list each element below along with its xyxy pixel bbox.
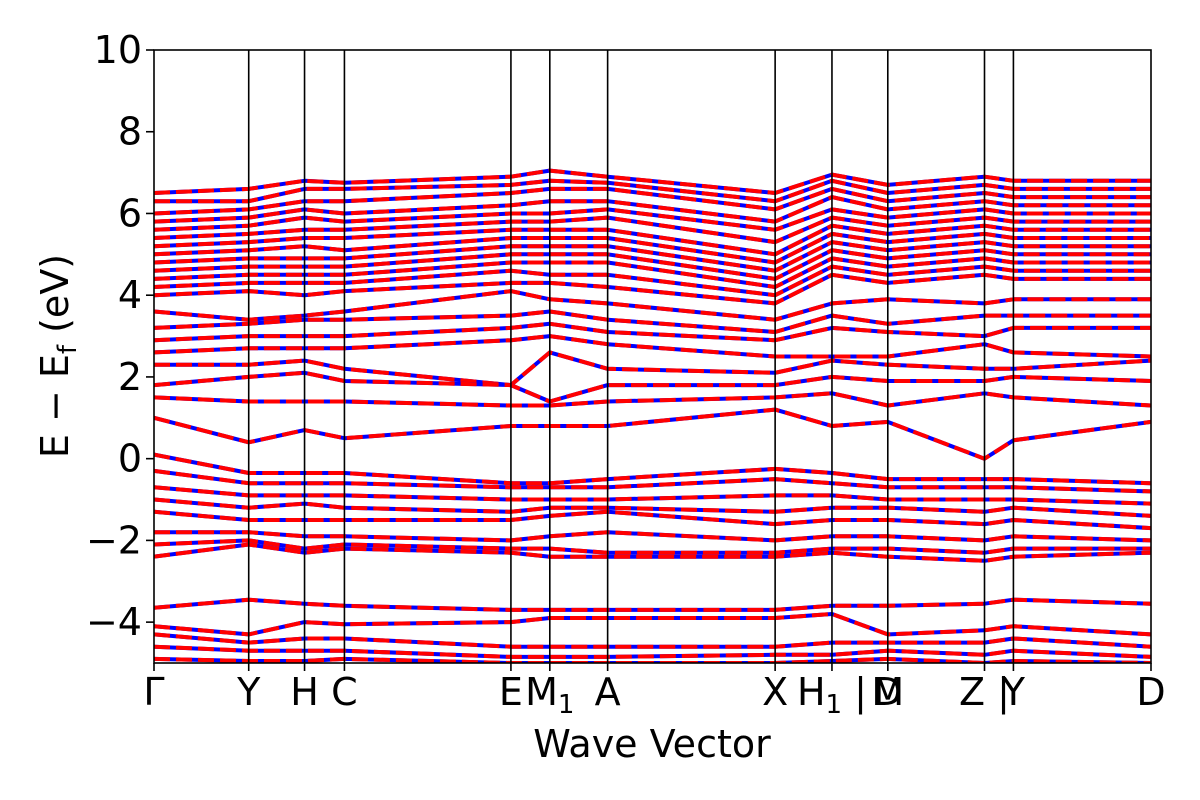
y-tick-label-2: 6 bbox=[118, 191, 142, 235]
y-axis-label-main: E − E bbox=[33, 354, 77, 458]
x-tick-label-7: X bbox=[762, 670, 788, 714]
y-tick-label-4: 2 bbox=[118, 355, 142, 399]
kpoint-divider-lines bbox=[247, 50, 1015, 663]
plot-frame bbox=[153, 49, 1152, 664]
x-tick-label-3: C bbox=[331, 670, 358, 714]
y-tick-label-7: −4 bbox=[86, 600, 142, 644]
band-lines bbox=[154, 168, 1151, 663]
x-tick-label-2: H bbox=[290, 670, 319, 714]
band-line-spin-up-30 bbox=[154, 612, 1151, 637]
y-axis-label-unit: (eV) bbox=[33, 254, 77, 345]
x-tick-label-6: A bbox=[595, 670, 621, 714]
y-axis-label-subscript: f bbox=[53, 344, 83, 354]
band-line-spin-down-21 bbox=[154, 452, 1151, 486]
x-tick-label-8: H1 | bbox=[797, 670, 867, 720]
x-tick-label-0: Γ bbox=[143, 670, 164, 714]
y-tick-label-5: 0 bbox=[118, 437, 142, 481]
y-tick-label-3: 4 bbox=[118, 273, 142, 317]
band-line-spin-up-20 bbox=[154, 407, 1151, 461]
y-axis-label: E − Ef (eV) bbox=[33, 254, 83, 458]
band-line-spin-down-20 bbox=[154, 407, 1151, 461]
x-tick-label-4: E bbox=[499, 670, 523, 714]
x-tick-label-12: Y bbox=[1001, 670, 1026, 714]
y-tick-label-0: 10 bbox=[94, 28, 142, 72]
x-axis-ticks: Γ Y H C E M1 A X H1 | MD Z |Y D bbox=[143, 663, 1166, 720]
x-tick-label-11: Z | bbox=[959, 670, 1010, 715]
band-line-spin-down-19 bbox=[154, 391, 1151, 408]
x-axis-label: Wave Vector bbox=[533, 722, 771, 766]
x-tick-label-13: D bbox=[1136, 670, 1165, 714]
y-tick-label-1: 8 bbox=[118, 110, 142, 154]
x-tick-label-10: D bbox=[873, 670, 902, 714]
band-line-spin-up-1 bbox=[154, 178, 1151, 204]
y-axis-ticks: 10 8 6 4 2 0 −2 −4 bbox=[86, 28, 154, 644]
x-tick-label-9: M bbox=[871, 670, 904, 714]
x-tick-label-1: Y bbox=[236, 670, 261, 714]
y-tick-label-6: −2 bbox=[86, 518, 142, 562]
x-tick-label-5: M1 bbox=[525, 670, 574, 720]
